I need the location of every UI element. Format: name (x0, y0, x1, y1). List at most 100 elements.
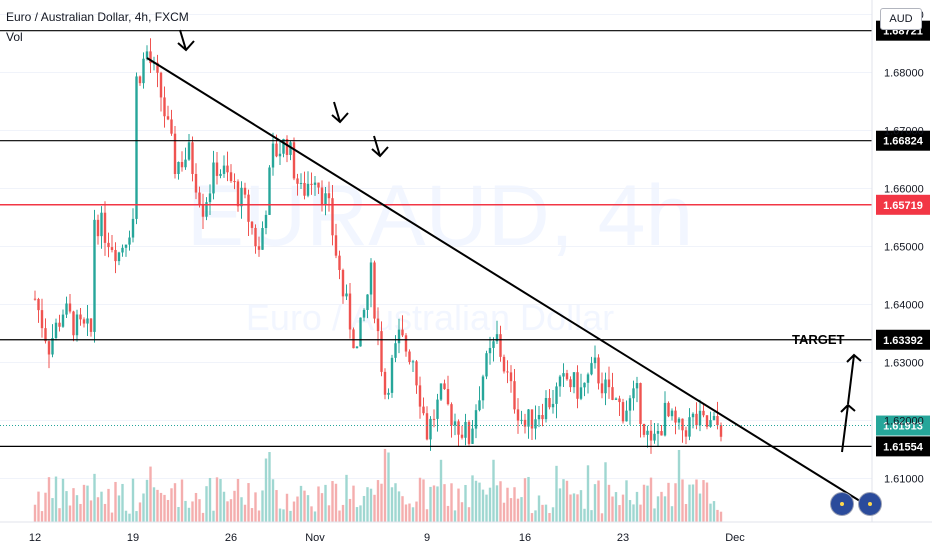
candle-body (597, 357, 600, 384)
candle-body (716, 416, 719, 426)
volume-bar (387, 452, 390, 522)
volume-bar (72, 488, 75, 522)
candle-body (464, 421, 467, 438)
grid (0, 14, 872, 479)
volume-bar (702, 480, 705, 522)
candle-body (58, 322, 61, 327)
volume-indicator-label[interactable]: Vol (6, 30, 23, 44)
candle-body (131, 218, 135, 238)
volume-bar (369, 488, 373, 522)
candle-body (401, 329, 404, 336)
volume-bar (334, 483, 338, 522)
candle-body (68, 303, 72, 312)
candle-body (439, 383, 443, 400)
down-arrow-icon (371, 135, 389, 158)
volume-bar (635, 491, 639, 522)
candle-body (712, 416, 716, 421)
volume-bar (548, 512, 551, 522)
volume-bar (681, 479, 684, 522)
volume-bar (327, 505, 331, 522)
candle-body (327, 193, 331, 199)
candle-body (488, 347, 492, 354)
volume-bar (555, 465, 558, 522)
candle-body (334, 235, 338, 256)
candle-body (166, 116, 170, 120)
candle-body (632, 388, 635, 399)
volume-bar (107, 488, 110, 522)
time-tick-label: 12 (29, 532, 41, 544)
candle-body (338, 255, 341, 270)
volume-bar (558, 488, 562, 522)
volume-bar (282, 509, 285, 522)
au-flag-icon[interactable] (830, 492, 854, 516)
volume-bar (359, 505, 362, 522)
candle-body (254, 227, 257, 247)
time-axis[interactable]: 12 19 26 Nov 9 16 23 Dec (0, 521, 932, 544)
trendline[interactable] (146, 57, 873, 510)
price-badge-label: 1.66824 (883, 136, 924, 148)
volume-bar (565, 480, 569, 522)
candle-body (177, 161, 180, 174)
horizontal-levels[interactable]: 1.687211.668241.657191.633921.615541.619… (0, 20, 930, 457)
volume-bar (569, 494, 572, 522)
volume-bar (509, 498, 513, 522)
watermark-symbol: EURAUD, 4h (187, 168, 694, 264)
candle-body (121, 247, 124, 253)
volume-bar (338, 510, 341, 522)
candle-body (660, 431, 663, 436)
candle-body (362, 309, 366, 318)
volume-bar (121, 483, 124, 522)
candle-body (593, 357, 597, 364)
candle-body (695, 413, 698, 426)
volume-bar (180, 479, 184, 522)
volume-bar (44, 492, 47, 522)
candle-body (383, 371, 387, 395)
candle-body (107, 242, 110, 248)
candle-body (142, 58, 145, 84)
candle-body (534, 419, 537, 429)
candle-body (408, 351, 411, 363)
volume-bar (93, 473, 96, 522)
candle-body (576, 372, 579, 399)
candle-body (415, 361, 418, 386)
volume-bar (296, 496, 299, 522)
volume-bar (222, 491, 226, 522)
candle-body (369, 262, 373, 295)
volume-bar (411, 507, 415, 522)
volume-bar (278, 508, 282, 522)
candle-body (628, 398, 632, 411)
volume-bar (516, 498, 520, 522)
candle-body (604, 379, 607, 394)
price-badge-label: 1.61913 (883, 421, 923, 433)
volume-bar (149, 466, 152, 522)
candle-body (681, 418, 684, 431)
event-flags[interactable] (830, 492, 882, 516)
chart-title: Euro / Australian Dollar, 4h, FXCM (6, 10, 189, 24)
volume-bar (355, 507, 359, 522)
volume-bar (352, 485, 355, 522)
volume-bar (40, 511, 44, 522)
candle-body (446, 389, 450, 405)
volume-bar (51, 498, 54, 522)
candle-body (145, 51, 149, 59)
candle-body (201, 204, 205, 217)
currency-badge[interactable]: AUD (880, 8, 922, 30)
volume-bar (450, 483, 453, 522)
candle-body (285, 138, 289, 155)
volume-bar (495, 485, 499, 522)
candle-body (614, 398, 618, 400)
candle-body (247, 194, 250, 222)
volume-bar (614, 492, 618, 522)
candle-body (82, 319, 86, 324)
candle-body (453, 421, 457, 426)
volume-bar (345, 474, 348, 522)
volume-bar (96, 497, 100, 522)
candle-body (565, 373, 569, 380)
volume-bar (324, 484, 327, 522)
au-flag-icon[interactable] (858, 492, 882, 516)
volume-bar (443, 484, 446, 522)
volume-bar (233, 490, 236, 522)
price-badge (876, 329, 930, 350)
candle-body (688, 417, 691, 437)
